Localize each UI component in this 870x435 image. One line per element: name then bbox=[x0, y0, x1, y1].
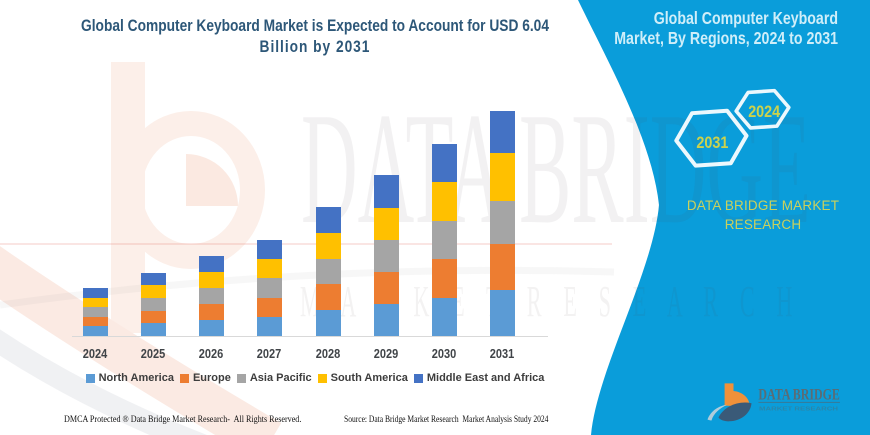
svg-text:2031: 2031 bbox=[696, 133, 728, 152]
svg-text:DATA BRIDGE: DATA BRIDGE bbox=[758, 387, 840, 404]
svg-text:MARKET RESEARCH: MARKET RESEARCH bbox=[759, 406, 838, 412]
svg-text:2024: 2024 bbox=[748, 102, 780, 121]
